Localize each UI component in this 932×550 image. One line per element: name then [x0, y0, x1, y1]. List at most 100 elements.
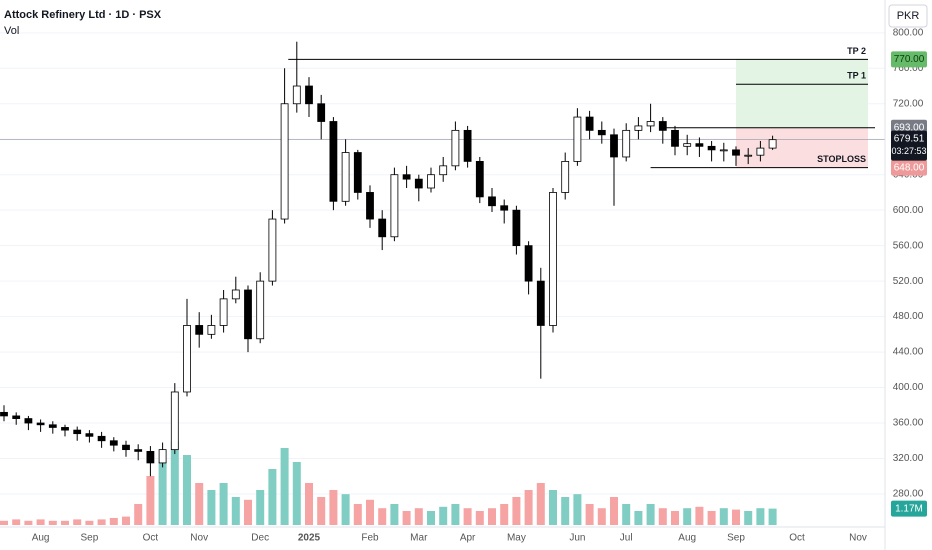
candle-body — [170, 391, 179, 451]
y-tick-label: 520.00 — [893, 276, 924, 287]
y-tick-label: 560.00 — [893, 240, 924, 251]
volume-bar — [48, 520, 57, 525]
volume-bar — [146, 476, 155, 525]
x-tick-label: Apr — [460, 533, 476, 544]
level-label: TP 1 — [847, 71, 866, 81]
currency-label: PKR — [897, 10, 920, 22]
candle-body — [305, 85, 313, 105]
volume-bar — [280, 448, 289, 525]
y-tick-label: 760.00 — [893, 63, 924, 74]
candle-body — [97, 435, 106, 442]
volume-bar — [549, 490, 557, 525]
candle-body — [366, 192, 374, 220]
volume-bar — [646, 504, 655, 525]
currency-button[interactable] — [888, 4, 928, 28]
volume-bar — [756, 508, 765, 525]
volume-bar — [719, 508, 728, 525]
volume-bar — [475, 511, 484, 525]
volume-bar — [402, 511, 411, 525]
candle-body — [756, 147, 765, 156]
volume-bar — [512, 497, 521, 525]
candle-body — [73, 429, 82, 435]
volume-bar — [610, 497, 618, 525]
x-tick-label: Sep — [81, 533, 99, 544]
candle-body — [707, 145, 716, 151]
volume-bar — [158, 462, 167, 525]
volume-bar — [305, 483, 313, 525]
volume-box — [891, 500, 927, 517]
volume-bar — [597, 508, 606, 525]
level-price-label: 693.00 — [894, 122, 925, 133]
volume-bar — [634, 511, 643, 525]
candle-body — [219, 298, 228, 326]
candle-body — [768, 139, 777, 149]
candle-body — [36, 422, 45, 426]
x-tick-label: Dec — [251, 533, 269, 544]
volume-bar — [61, 520, 69, 525]
volume-value-label: 1.17M — [895, 503, 923, 514]
volume-bar — [170, 441, 179, 525]
y-tick-label: 800.00 — [893, 27, 924, 38]
candle-body — [317, 103, 326, 122]
candle-body — [610, 134, 618, 158]
x-tick-label: May — [507, 533, 526, 544]
candle-body — [683, 143, 692, 147]
candle-body — [658, 121, 667, 131]
volume-bar — [329, 490, 338, 525]
candle-body — [390, 174, 399, 238]
candle-body — [463, 129, 472, 162]
y-tick-label: 440.00 — [893, 347, 924, 358]
volume-bar — [390, 504, 399, 525]
candle-body — [0, 411, 8, 417]
volume-bar — [427, 511, 435, 525]
candle-body — [524, 245, 533, 282]
x-tick-label: Jul — [620, 533, 633, 544]
x-tick-label: Aug — [678, 533, 696, 544]
x-tick-label: Aug — [32, 533, 50, 544]
candle-body — [24, 418, 33, 424]
candle-body — [549, 192, 557, 326]
level-label: STOPLOSS — [817, 154, 866, 164]
candle-body — [292, 85, 301, 105]
chart-title: Attock Refinery Ltd · 1D · PSX — [4, 9, 162, 21]
volume-bar — [585, 504, 594, 525]
volume-bar — [524, 490, 533, 525]
candle-body — [573, 116, 582, 162]
level-price-box — [891, 159, 927, 176]
x-tick-label: Sep — [727, 533, 745, 544]
volume-bar — [671, 511, 679, 525]
candle-body — [12, 415, 21, 419]
volume-bar — [183, 455, 191, 525]
candle-body — [378, 218, 387, 238]
volume-bar — [292, 462, 301, 525]
candle-body — [402, 174, 411, 180]
candle-body — [451, 129, 460, 167]
candle-body — [597, 129, 606, 136]
candle-body — [561, 161, 570, 193]
level-price-label: 648.00 — [894, 162, 925, 173]
volume-bar — [97, 519, 106, 525]
y-tick-label: 600.00 — [893, 205, 924, 216]
volume-bar — [451, 504, 460, 525]
volume-bar — [73, 519, 82, 525]
candle-body — [646, 121, 655, 127]
x-tick-label: 2025 — [298, 533, 321, 544]
candle-body — [268, 218, 277, 282]
y-tick-label: 480.00 — [893, 311, 924, 322]
candle-body — [183, 325, 191, 393]
candle-body — [61, 427, 69, 431]
volume-bar — [488, 508, 496, 525]
y-tick-label: 320.00 — [893, 453, 924, 464]
volume-bar — [244, 499, 252, 525]
last-price-label: 679.51 — [894, 133, 925, 144]
x-tick-label: Jun — [569, 533, 585, 544]
volume-bar — [366, 499, 374, 525]
x-tick-label: Oct — [789, 533, 805, 544]
countdown: 03:27:53 — [891, 146, 926, 156]
x-tick-label: Mar — [410, 533, 428, 544]
x-tick-label: Nov — [190, 533, 208, 544]
volume-bar — [573, 494, 582, 525]
candle-body — [500, 205, 509, 211]
candle-body — [195, 325, 204, 335]
